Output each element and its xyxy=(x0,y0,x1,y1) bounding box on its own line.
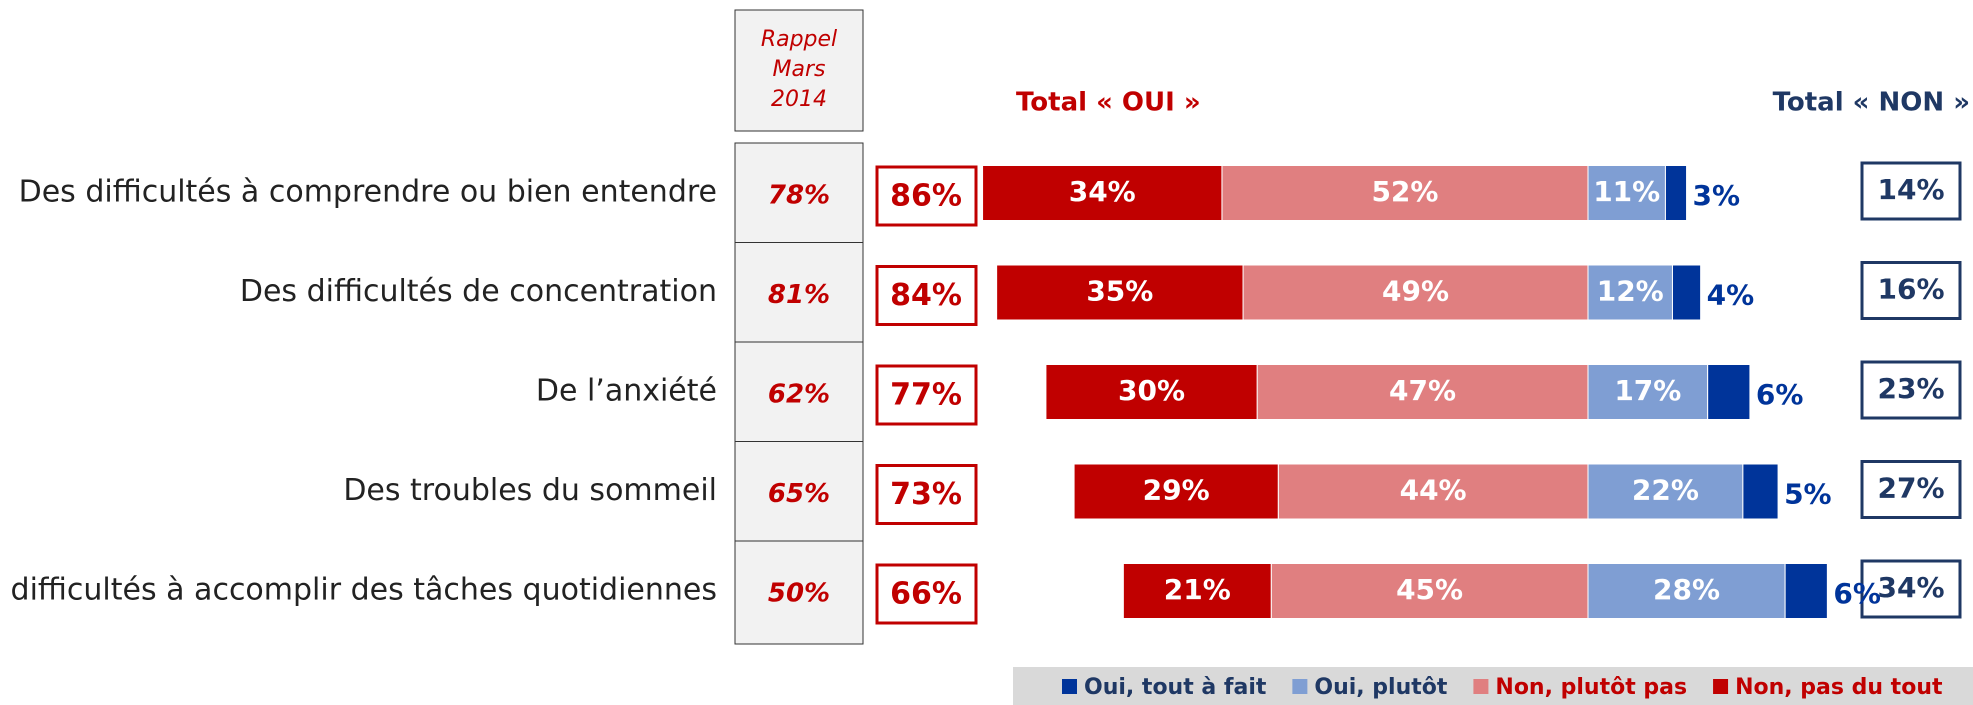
bar-label: 11% xyxy=(1593,175,1660,208)
legend-label: Oui, tout à fait xyxy=(1084,675,1267,700)
bar-segment xyxy=(1587,165,1666,221)
rappel-value: 62% xyxy=(768,380,830,410)
bar-label: 22% xyxy=(1632,474,1699,507)
bar-label: 28% xyxy=(1653,573,1720,606)
total-oui-value: 86% xyxy=(890,179,962,214)
bar-label: 21% xyxy=(1164,573,1231,606)
category-label: Des difficultés de concentration xyxy=(240,274,717,309)
legend-swatch xyxy=(1062,679,1077,694)
total-oui-value: 73% xyxy=(890,477,962,512)
legend-label: Non, pas du tout xyxy=(1735,675,1943,700)
bar-segment xyxy=(1664,165,1688,221)
bar-segment xyxy=(1270,563,1589,619)
bar-segment xyxy=(1587,463,1744,520)
rappel-value: 50% xyxy=(768,579,830,609)
total-oui-box xyxy=(875,165,978,227)
bar-label: 49% xyxy=(1382,275,1449,308)
total-oui-title: Total « OUI » xyxy=(1016,88,1201,118)
bar-label: 4% xyxy=(1707,279,1755,312)
bar-segment xyxy=(996,264,1244,321)
total-oui-value: 66% xyxy=(890,577,962,612)
bar-label: 34% xyxy=(1069,175,1136,208)
total-non-value: 16% xyxy=(1877,273,1944,306)
bar-segment xyxy=(1045,364,1258,420)
bar-label: 6% xyxy=(1756,378,1804,411)
bar-segment xyxy=(982,165,1223,221)
total-oui-value: 84% xyxy=(890,278,962,313)
bar-label: 3% xyxy=(1693,179,1741,212)
total-non-box xyxy=(1860,460,1962,519)
bar-segment xyxy=(1277,463,1589,520)
bar-label: 6% xyxy=(1833,577,1881,610)
rappel-header-box xyxy=(734,9,864,132)
bar-label: 29% xyxy=(1143,474,1210,507)
total-oui-box xyxy=(875,265,978,326)
legend-swatch xyxy=(1473,679,1489,694)
total-non-title: Total « NON » xyxy=(1773,88,1970,118)
total-non-box xyxy=(1860,559,1962,619)
bar-label: 47% xyxy=(1389,374,1456,407)
legend-label: Non, plutôt pas xyxy=(1495,675,1687,700)
category-label: Des difficultés à comprendre ou bien ent… xyxy=(19,175,717,210)
bar-label: 35% xyxy=(1086,275,1153,308)
total-non-box xyxy=(1860,360,1962,420)
bar-label: 5% xyxy=(1784,478,1832,511)
rappel-column xyxy=(734,142,864,645)
bar-segment xyxy=(1587,364,1709,420)
rappel-header: Rappel xyxy=(761,27,837,52)
total-non-value: 27% xyxy=(1877,472,1944,505)
bar-segment xyxy=(1242,264,1589,321)
bar-segment xyxy=(1742,463,1779,520)
total-oui-value: 77% xyxy=(890,378,962,413)
rappel-value: 78% xyxy=(768,181,830,211)
total-oui-box xyxy=(875,364,978,426)
bar-segment xyxy=(1256,364,1589,420)
bar-label: 17% xyxy=(1614,374,1681,407)
total-oui-box xyxy=(875,464,978,525)
category-label: De l’anxiété xyxy=(536,374,717,409)
total-non-box xyxy=(1860,261,1962,320)
bar-segment xyxy=(1073,463,1279,520)
total-non-value: 23% xyxy=(1877,372,1944,405)
bar-label: 45% xyxy=(1396,573,1463,606)
category-label: Des troubles du sommeil xyxy=(343,473,717,508)
rappel-header: Mars xyxy=(773,57,826,82)
rappel-header: 2014 xyxy=(771,87,827,112)
total-non-box xyxy=(1860,161,1962,221)
legend-swatch xyxy=(1713,679,1729,694)
bar-segment xyxy=(1671,264,1702,321)
total-oui-box xyxy=(875,563,978,625)
bar-label: 52% xyxy=(1371,175,1438,208)
total-non-value: 34% xyxy=(1877,571,1944,604)
bar-segment xyxy=(1587,264,1673,321)
legend-box xyxy=(1013,667,1973,705)
legend-swatch xyxy=(1292,679,1308,694)
bar-label: 12% xyxy=(1597,275,1664,308)
bar-segment xyxy=(1784,563,1828,619)
bar-label: 30% xyxy=(1118,374,1185,407)
rappel-value: 65% xyxy=(768,479,830,509)
category-label: difficultés à accomplir des tâches quoti… xyxy=(11,573,717,608)
total-non-value: 14% xyxy=(1877,173,1944,206)
bar-segment xyxy=(1707,364,1751,420)
legend-label: Oui, plutôt xyxy=(1314,675,1448,700)
bar-segment xyxy=(1587,563,1786,619)
rappel-value: 81% xyxy=(768,280,830,310)
bar-label: 44% xyxy=(1400,474,1467,507)
bar-segment xyxy=(1122,563,1272,619)
